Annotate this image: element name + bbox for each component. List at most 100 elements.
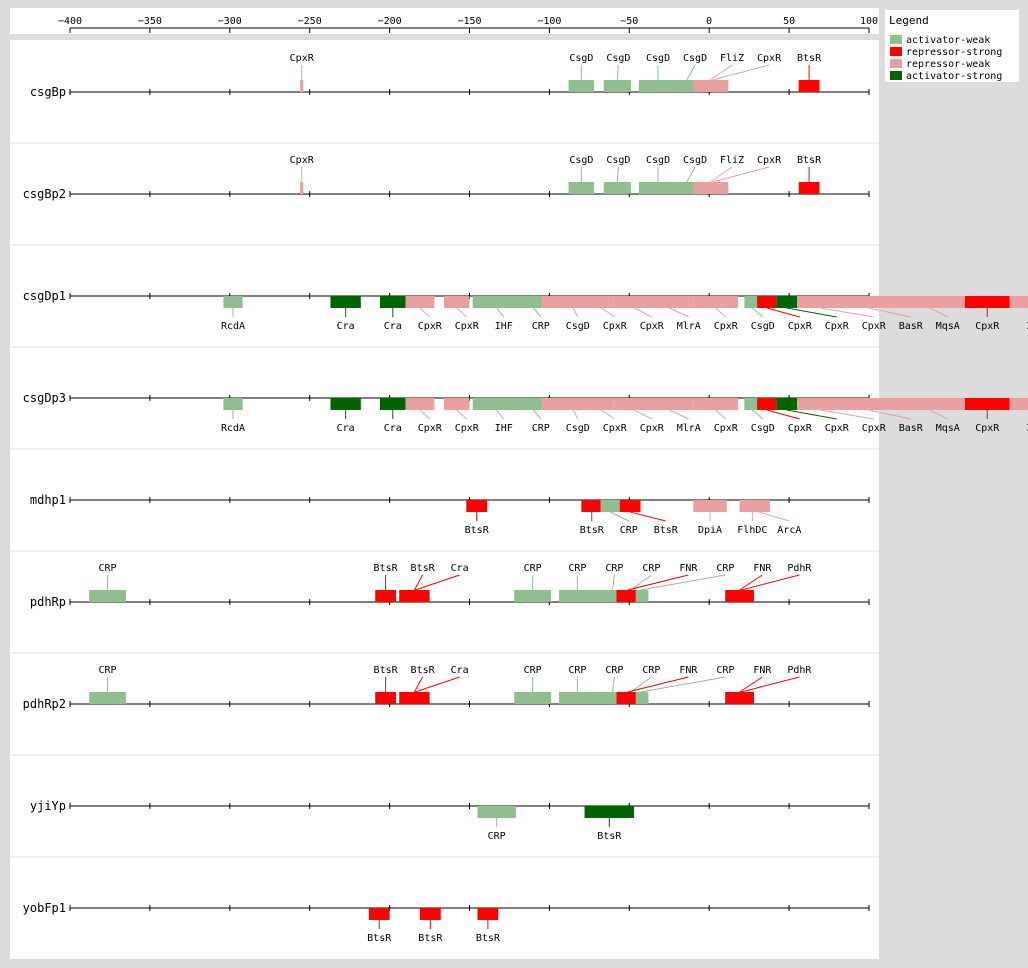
site-label: FNR: [753, 665, 772, 676]
binding-site: [558, 590, 596, 602]
legend-swatch: [890, 35, 902, 44]
legend-label: activator-strong: [906, 71, 1002, 82]
site-connector: [741, 676, 800, 693]
axis-tick-label: 0: [706, 16, 712, 27]
site-label: CsgD: [683, 155, 707, 166]
axis-tick-label: −200: [378, 16, 402, 27]
binding-site: [744, 398, 761, 410]
axis-tick-label: −50: [620, 16, 638, 27]
site-label: CsgD: [606, 53, 630, 64]
binding-site: [300, 182, 304, 194]
binding-site: [472, 296, 521, 308]
site-label: CpxR: [418, 321, 443, 332]
site-label: BtsR: [476, 933, 501, 944]
binding-site: [419, 908, 441, 920]
site-label: BtsR: [418, 933, 443, 944]
site-connector: [820, 409, 874, 420]
promoter-name: pdhRp: [30, 595, 66, 609]
site-label: CsgD: [646, 53, 670, 64]
binding-site: [638, 80, 678, 92]
site-label: CRP: [605, 665, 623, 676]
site-label: CRP: [532, 321, 550, 332]
binding-site: [613, 398, 655, 410]
site-connector: [496, 409, 505, 420]
site-label: CpxR: [757, 53, 782, 64]
site-connector: [766, 307, 800, 318]
site-label: CsgD: [569, 155, 593, 166]
binding-site: [223, 398, 243, 410]
site-connector: [868, 409, 911, 420]
binding-site: [375, 692, 396, 704]
axis-tick-label: 50: [783, 16, 795, 27]
binding-site: [603, 182, 631, 194]
binding-site: [645, 296, 694, 308]
site-label: CRP: [568, 665, 586, 676]
binding-site: [472, 398, 521, 410]
binding-site: [645, 398, 694, 410]
binding-site: [776, 296, 798, 308]
site-label: BtsR: [411, 563, 436, 574]
binding-site: [443, 296, 470, 308]
binding-site: [894, 296, 965, 308]
site-connector: [709, 64, 733, 81]
site-label: RcdA: [221, 423, 245, 434]
binding-site: [757, 296, 777, 308]
binding-site: [330, 398, 361, 410]
site-connector: [629, 511, 666, 522]
site-connector: [533, 409, 542, 420]
site-connector: [612, 676, 615, 693]
site-label: CpxR: [788, 321, 813, 332]
site-label: CpxR: [825, 321, 850, 332]
site-connector: [415, 574, 460, 591]
site-label: CsgD: [566, 321, 590, 332]
site-label: CRP: [620, 525, 638, 536]
promoter-name: yjiYp: [30, 799, 66, 813]
site-connector: [766, 409, 800, 420]
site-label: CRP: [716, 665, 734, 676]
binding-site: [375, 590, 396, 602]
binding-site: [619, 500, 641, 512]
site-connector: [929, 409, 949, 420]
binding-site: [89, 692, 126, 704]
site-label: CsgD: [751, 321, 775, 332]
site-label: Cra: [337, 423, 355, 434]
binding-site: [443, 398, 470, 410]
binding-site: [843, 296, 895, 308]
binding-site: [589, 296, 614, 308]
site-label: CpxR: [975, 423, 1000, 434]
site-label: Cra: [451, 665, 469, 676]
site-label: BtsR: [580, 525, 605, 536]
site-connector: [752, 307, 764, 318]
promoter-name: csgBp: [30, 85, 66, 99]
promoter-name: csgDp1: [23, 289, 66, 303]
site-label: CpxR: [714, 423, 739, 434]
binding-site: [693, 398, 738, 410]
axis-tick-label: 100: [860, 16, 878, 27]
site-connector: [419, 409, 431, 420]
promoter-track: yobFp1 BtsR BtsR BtsR: [10, 856, 879, 944]
site-label: CRP: [568, 563, 586, 574]
site-label: BtsR: [465, 525, 490, 536]
binding-site: [1009, 296, 1028, 308]
legend-title: Legend: [889, 14, 929, 27]
site-connector: [715, 307, 727, 318]
binding-site: [693, 500, 727, 512]
site-label: FliZ: [720, 53, 744, 64]
site-label: CpxR: [455, 321, 480, 332]
site-connector: [820, 307, 874, 318]
site-label: ArcA: [777, 525, 801, 536]
site-connector: [868, 307, 911, 318]
promoter-track: pdhRp CRP BtsR BtsR Cra CRP CRP CRP CRP FNR CRP FNR…: [10, 550, 879, 609]
site-connector: [633, 307, 653, 318]
site-connector: [669, 409, 690, 420]
promoter-name: csgBp2: [23, 187, 66, 201]
site-label: CsgD: [606, 155, 630, 166]
site-label: CRP: [99, 563, 117, 574]
site-label: CRP: [524, 563, 542, 574]
binding-site: [584, 806, 635, 818]
site-label: CRP: [524, 665, 542, 676]
site-label: BasR: [899, 321, 924, 332]
axis-panel: −400 −350 −300 −250 −200 −150 −100 −50 0 50 100: [10, 8, 879, 34]
site-label: IHF: [1026, 321, 1028, 332]
site-connector: [633, 409, 653, 420]
